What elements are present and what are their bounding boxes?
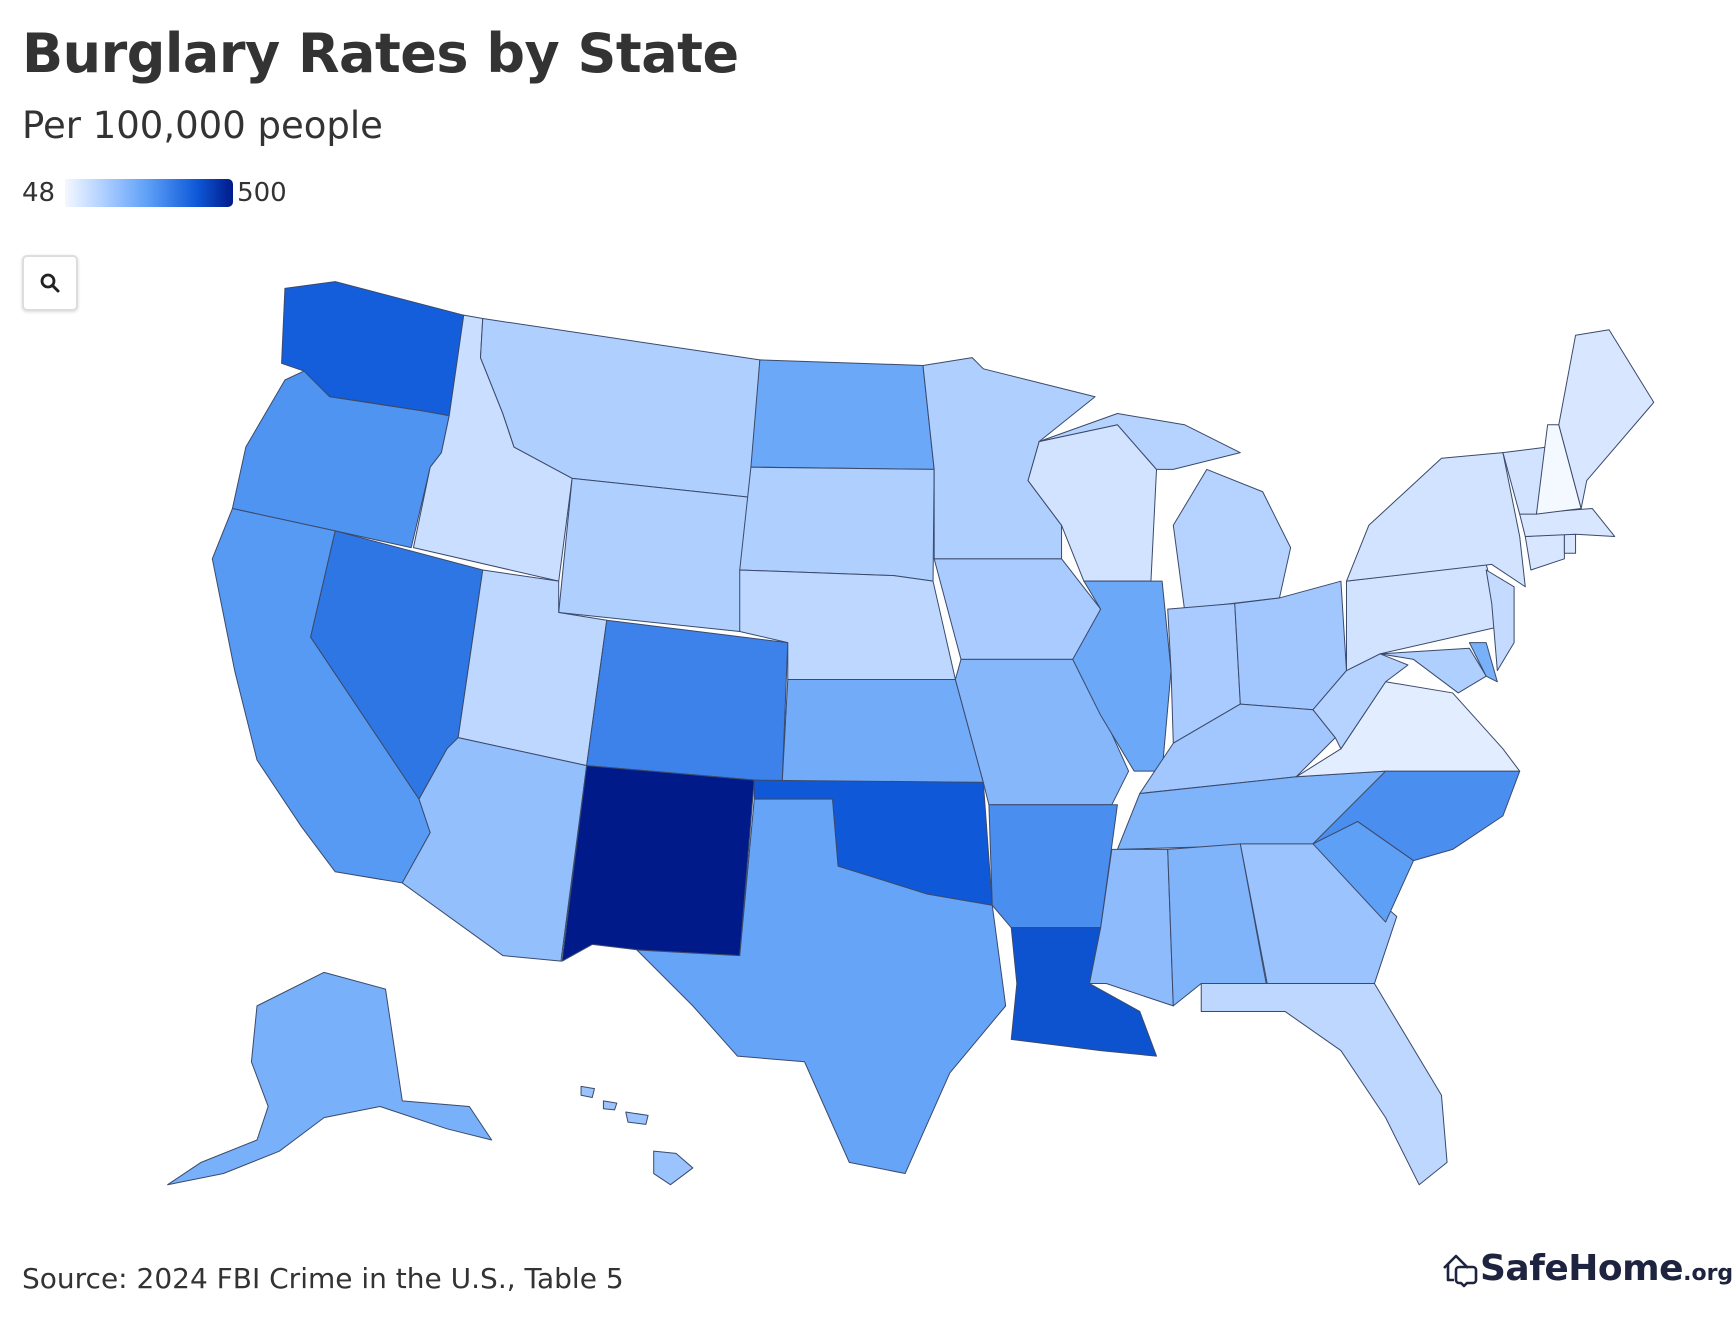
- logo-tld: .org: [1683, 1261, 1732, 1286]
- state-hi[interactable]: HI: 180: [580, 1085, 694, 1186]
- legend-min-label: 48: [22, 178, 56, 208]
- state-me[interactable]: ME: 90: [1558, 329, 1655, 510]
- state-ks[interactable]: KS: 240: [781, 679, 984, 783]
- state-ma[interactable]: MA: 90: [1519, 508, 1616, 537]
- state-md[interactable]: MD: 150: [1379, 647, 1487, 694]
- state-nm[interactable]: NM: 500: [561, 765, 755, 962]
- state-ar[interactable]: AR: 300: [988, 804, 1118, 929]
- state-wy[interactable]: WY: 150: [558, 477, 752, 632]
- state-ak[interactable]: AK: 230: [167, 971, 493, 1186]
- color-legend: 48 500: [22, 178, 287, 208]
- state-nd[interactable]: ND: 250: [750, 359, 935, 470]
- state-sd[interactable]: SD: 150: [739, 466, 935, 582]
- state-ct[interactable]: CT: 90: [1524, 533, 1565, 571]
- state-ri[interactable]: RI: 90: [1563, 533, 1577, 554]
- state-or[interactable]: OR: 290: [231, 370, 450, 549]
- house-icon: [1443, 1254, 1478, 1287]
- state-nj[interactable]: NJ: 120: [1485, 569, 1515, 672]
- chart-title: Burglary Rates by State: [22, 22, 739, 85]
- state-tx[interactable]: TX: 260: [636, 798, 1007, 1175]
- state-de[interactable]: DE: 230: [1468, 642, 1498, 683]
- state-fl[interactable]: FL: 130: [1200, 983, 1448, 1186]
- legend-max-label: 500: [237, 178, 287, 208]
- safehome-logo[interactable]: SafeHome .org: [1440, 1248, 1732, 1289]
- logo-name: SafeHome: [1480, 1248, 1684, 1289]
- state-ny[interactable]: NY: 100: [1345, 452, 1526, 588]
- state-il[interactable]: IL: 250: [1072, 580, 1172, 772]
- legend-gradient-bar: [65, 179, 234, 207]
- state-ia[interactable]: IA: 160: [933, 558, 1102, 660]
- state-co[interactable]: CO: 320: [586, 619, 789, 783]
- state-ga[interactable]: GA: 180: [1239, 843, 1398, 990]
- source-note: Source: 2024 FBI Crime in the U.S., Tabl…: [22, 1262, 624, 1295]
- zoom-button[interactable]: [22, 255, 78, 311]
- chart-subtitle: Per 100,000 people: [22, 104, 383, 147]
- search-icon: [40, 273, 60, 293]
